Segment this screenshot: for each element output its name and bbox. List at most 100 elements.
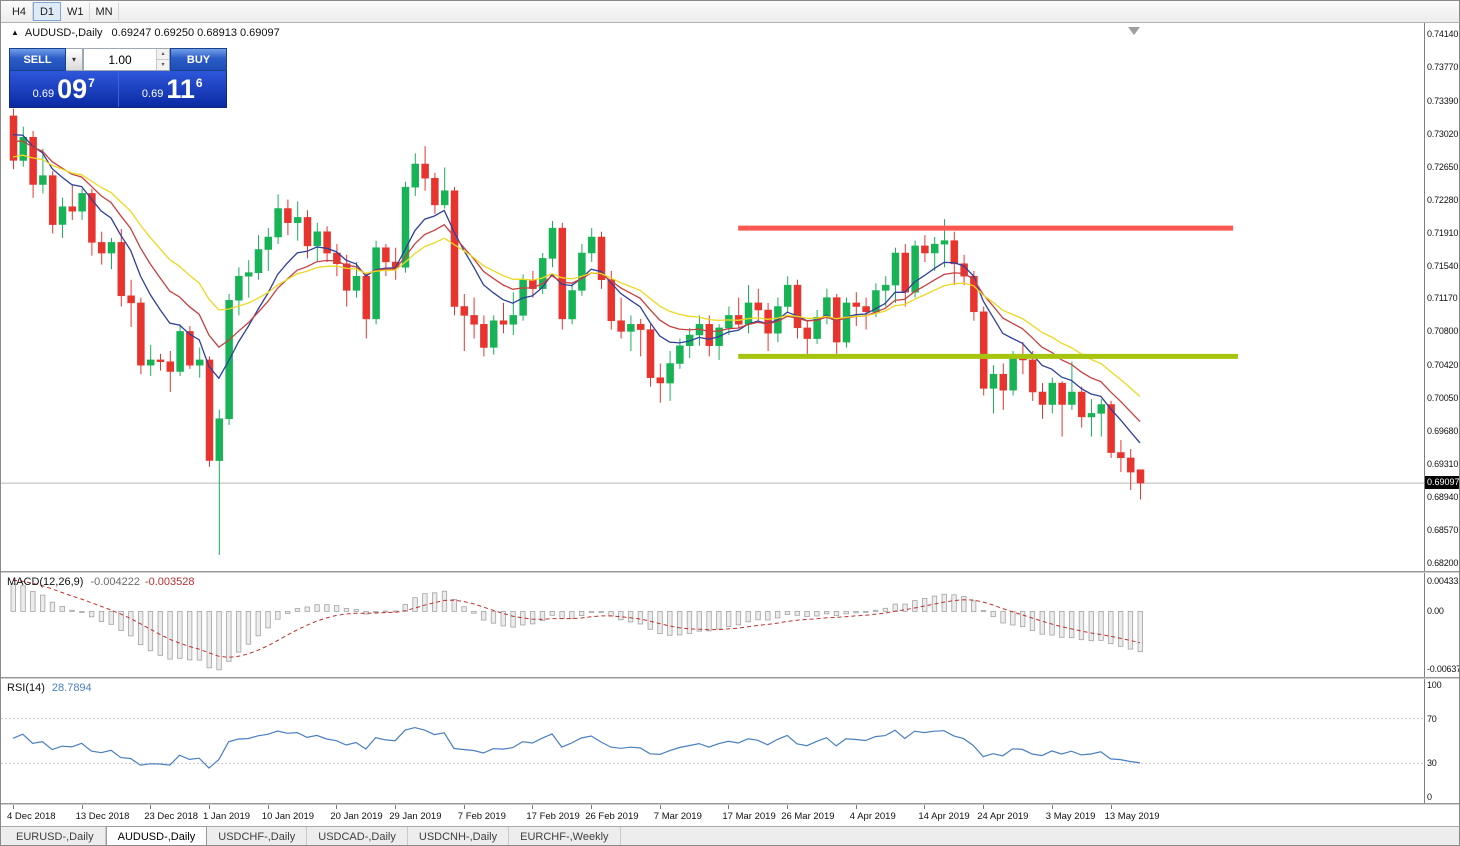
timeframe-d1[interactable]: D1 (33, 2, 61, 21)
chart-shift-marker[interactable] (1128, 27, 1140, 35)
volume-down-button[interactable]: ▾ (157, 60, 169, 70)
rsi-axis-label: 30 (1427, 758, 1437, 769)
date-tick (1051, 805, 1053, 809)
macd-pane: MACD(12,26,9) -0.004222 -0.003528 0.004331… (1, 573, 1459, 677)
date-tick (81, 805, 83, 809)
macd-value-main: -0.004222 (90, 576, 140, 588)
volume-field: ▴ ▾ (83, 48, 170, 71)
tab-usdchf-daily[interactable]: USDCHF-,Daily (207, 827, 308, 845)
sell-price-display[interactable]: 0.69 09 7 (10, 71, 118, 107)
ohlc-values: 0.69247 0.69250 0.68913 0.69097 (111, 27, 280, 39)
date-axis-label: 29 Jan 2019 (389, 811, 442, 822)
date-axis-label: 20 Jan 2019 (330, 811, 383, 822)
pane-divider[interactable] (1, 803, 1459, 805)
date-axis-label: 4 Dec 2018 (7, 811, 56, 822)
price-axis-label: 0.71540 (1427, 260, 1459, 271)
ma-mid-line (12, 140, 1141, 423)
date-axis-label: 10 Jan 2019 (261, 811, 315, 822)
ma-fast-line (12, 134, 1141, 444)
timeframe-button-group: H4 D1 W1 MN (5, 2, 119, 21)
sell-price-prefix: 0.69 (32, 87, 55, 100)
date-axis-label: 14 Apr 2019 (918, 811, 970, 822)
chart-info-header: ▲ AUDUSD-,Daily 0.69247 0.69250 0.68913 0.… (11, 27, 280, 39)
date-tick (150, 805, 152, 809)
macd-axis[interactable]: 0.004331 0.00 -0.00637 (1424, 573, 1459, 677)
pane-divider[interactable] (1, 571, 1459, 573)
buy-price-pip: 6 (195, 75, 203, 90)
price-axis[interactable]: 0.74140 0.73770 0.73390 0.73020 0.72650 0.722… (1424, 23, 1459, 571)
date-tick (395, 805, 397, 809)
rsi-plot[interactable] (1, 679, 1426, 803)
date-axis-label: 13 May 2019 (1104, 811, 1160, 822)
one-click-trading-panel: SELL ▾ ▴ ▾ BUY 0.69 09 7 0.6 (9, 48, 227, 108)
macd-indicator-label: MACD(12,26,9) -0.004222 -0.003528 (7, 576, 195, 588)
symbol-period-label: AUDUSD-,Daily (24, 27, 103, 39)
date-axis-label: 3 May 2019 (1045, 811, 1096, 822)
date-axis-label: 13 Dec 2018 (75, 811, 130, 822)
rsi-axis-label: 100 (1427, 680, 1442, 690)
date-axis-label: 23 Dec 2018 (144, 811, 199, 822)
candlestick-series (9, 108, 1145, 555)
sell-price-big: 09 (57, 74, 88, 104)
macd-axis-label: 0.004331 (1427, 576, 1459, 586)
timeframe-toolbar: H4 D1 W1 MN (1, 1, 1459, 23)
date-axis-label: 4 Apr 2019 (849, 811, 896, 822)
tab-usdcnh-daily[interactable]: USDCNH-,Daily (408, 827, 510, 845)
price-axis-label: 0.73770 (1427, 61, 1459, 72)
price-axis-label: 0.73390 (1427, 95, 1459, 106)
date-tick (591, 805, 593, 809)
volume-dropdown-button[interactable]: ▾ (66, 48, 83, 71)
date-tick (336, 805, 338, 809)
date-axis-label: 26 Mar 2019 (781, 811, 835, 822)
volume-spinner: ▴ ▾ (156, 49, 169, 70)
date-axis-label: 17 Feb 2019 (526, 811, 580, 822)
date-axis-label: 17 Mar 2019 (722, 811, 776, 822)
date-tick (983, 805, 985, 809)
price-axis-label: 0.68200 (1427, 557, 1459, 568)
tab-usdcad-daily[interactable]: USDCAD-,Daily (307, 827, 408, 845)
tab-eurchf-weekly[interactable]: EURCHF-,Weekly (509, 827, 621, 845)
rsi-axis[interactable]: 100 70 30 0 (1424, 679, 1459, 803)
date-tick (787, 805, 789, 809)
date-tick (855, 805, 857, 809)
buy-price-prefix: 0.69 (141, 87, 164, 100)
rsi-value: 28.7894 (51, 682, 92, 694)
macd-axis-label: -0.00637 (1427, 664, 1459, 674)
current-price-tag: 0.69097 (1425, 476, 1459, 490)
volume-up-button[interactable]: ▴ (157, 49, 169, 60)
pane-divider[interactable] (1, 677, 1459, 679)
price-axis-label: 0.69680 (1427, 426, 1459, 437)
price-axis-label: 0.73020 (1427, 128, 1459, 139)
rsi-axis-label: 70 (1427, 713, 1437, 724)
buy-price-display[interactable]: 0.69 11 6 (117, 71, 227, 107)
price-axis-label: 0.70800 (1427, 326, 1459, 337)
macd-axis-label: 0.00 (1427, 606, 1444, 617)
rsi-axis-label: 0 (1427, 792, 1432, 802)
date-tick (924, 805, 926, 809)
timeframe-h4[interactable]: H4 (5, 2, 33, 21)
date-tick (659, 805, 661, 809)
buy-button[interactable]: BUY (170, 48, 227, 71)
date-tick (13, 805, 14, 809)
timeframe-w1[interactable]: W1 (61, 2, 90, 21)
rsi-pane: RSI(14) 28.7894 100 70 30 0 (1, 679, 1459, 803)
rsi-indicator-label: RSI(14) 28.7894 (7, 682, 92, 694)
macd-name: MACD(12,26,9) (7, 576, 84, 588)
tab-eurusd-daily[interactable]: EURUSD-,Daily (5, 827, 106, 845)
date-tick (1110, 805, 1112, 809)
date-axis-label: 7 Mar 2019 (653, 811, 702, 822)
volume-input[interactable] (84, 49, 169, 70)
price-axis-label: 0.72650 (1427, 161, 1459, 172)
price-axis-label: 0.69310 (1427, 459, 1459, 470)
date-tick (463, 805, 465, 809)
price-chart-plot[interactable] (1, 23, 1426, 571)
date-tick (532, 805, 534, 809)
tab-audusd-daily[interactable]: AUDUSD-,Daily (105, 826, 208, 845)
macd-plot[interactable] (1, 573, 1426, 677)
sell-button[interactable]: SELL (9, 48, 66, 71)
time-axis[interactable]: 4 Dec 2018 13 Dec 2018 23 Dec 2018 1 Jan 20… (1, 805, 1459, 826)
price-axis-label: 0.74140 (1427, 28, 1459, 39)
one-click-collapse-icon[interactable]: ▲ (11, 28, 19, 37)
timeframe-mn[interactable]: MN (90, 2, 119, 21)
rsi-line (12, 726, 1141, 769)
